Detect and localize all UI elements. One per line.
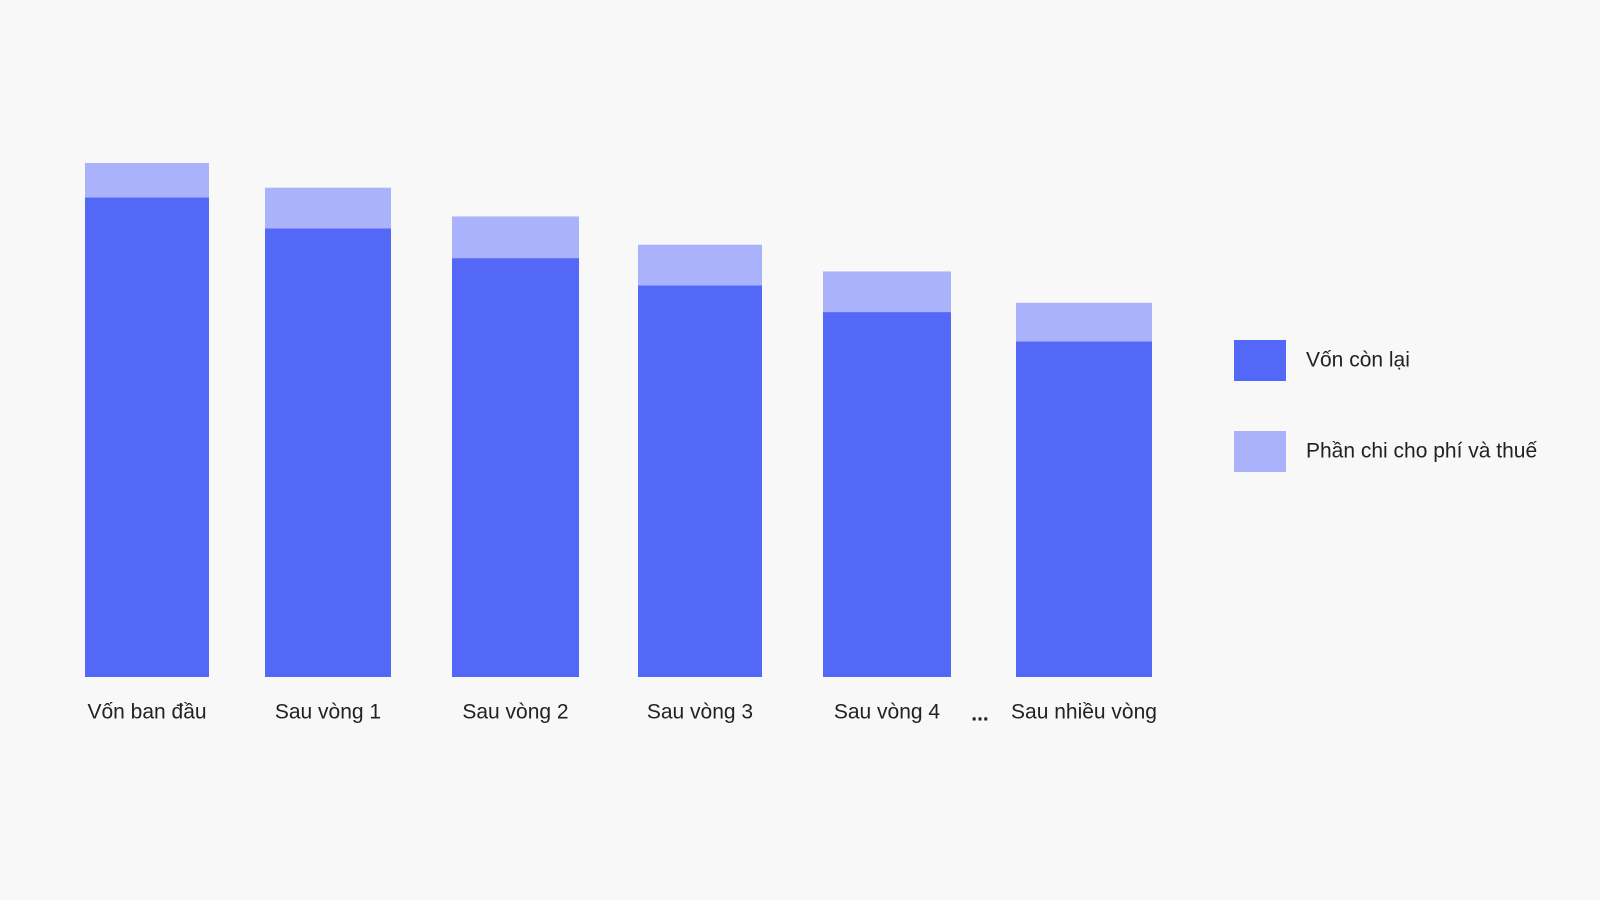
bar-segment	[823, 312, 951, 677]
x-tick-label: Sau vòng 2	[462, 701, 568, 724]
bar-segment	[85, 197, 209, 678]
x-tick-label: Sau nhiều vòng	[1011, 701, 1157, 724]
bar-segment	[1016, 302, 1152, 342]
ellipsis-annotation: ...	[971, 703, 989, 726]
bar-segment	[452, 216, 579, 259]
legend-swatch	[1234, 340, 1286, 381]
legend-label: Vốn còn lại	[1306, 349, 1410, 372]
x-tick-label: Sau vòng 3	[647, 701, 753, 724]
bar-segment	[85, 163, 209, 198]
bar-segment	[638, 244, 762, 286]
bar-segment	[638, 285, 762, 677]
bar-segment	[265, 228, 391, 677]
legend-label: Phần chi cho phí và thuế	[1306, 440, 1537, 463]
bar-segment	[265, 187, 391, 229]
legend-swatch	[1234, 431, 1286, 472]
x-tick-label: Sau vòng 4	[834, 701, 941, 724]
x-tick-label: Vốn ban đầu	[87, 701, 206, 724]
bar-segment	[452, 258, 579, 677]
x-tick-label: Sau vòng 1	[275, 701, 381, 724]
bar-segment	[823, 271, 951, 313]
bar-segment	[1016, 341, 1152, 677]
